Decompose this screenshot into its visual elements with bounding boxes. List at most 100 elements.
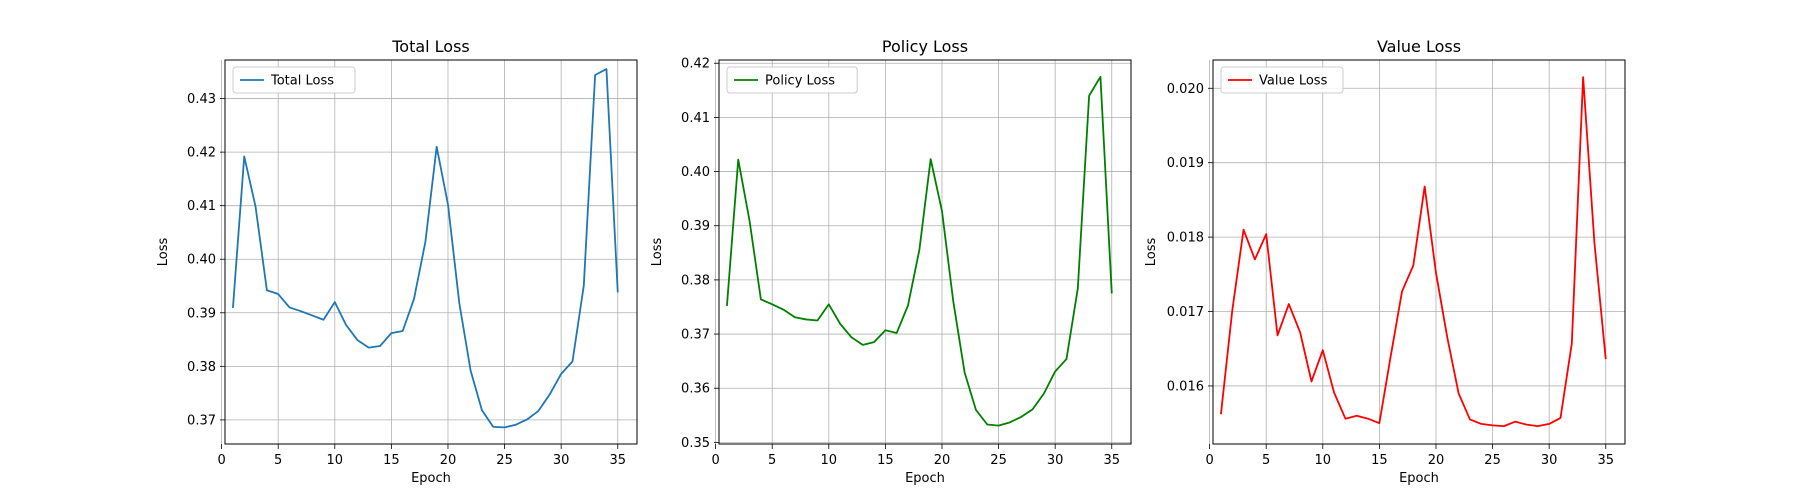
y-tick-label: 0.016: [1167, 379, 1204, 394]
data-point: [1582, 76, 1584, 78]
data-point: [1537, 425, 1539, 427]
y-tick-label: 0.43: [187, 92, 216, 107]
data-point: [975, 409, 977, 411]
y-tick-label: 0.41: [681, 111, 710, 126]
data-point: [1390, 355, 1392, 357]
data-point: [379, 345, 381, 347]
data-point: [794, 316, 796, 318]
data-point: [1265, 233, 1267, 235]
value-loss-series-line: [1220, 76, 1607, 428]
data-point: [1367, 417, 1369, 419]
x-tick-label: 5: [274, 453, 282, 468]
data-point: [816, 319, 818, 321]
x-tick-label: 15: [383, 453, 400, 468]
data-point: [1299, 331, 1301, 333]
data-point: [1043, 392, 1045, 394]
x-tick-label: 20: [1428, 453, 1445, 468]
data-point: [918, 249, 920, 251]
data-point: [277, 293, 279, 295]
y-tick-label: 0.42: [681, 57, 710, 72]
data-point: [1242, 228, 1244, 230]
y-tick-label: 0.36: [681, 382, 710, 397]
data-point: [526, 418, 528, 420]
data-point: [1593, 242, 1595, 244]
x-tick-label: 0: [217, 453, 225, 468]
data-point: [1276, 334, 1278, 336]
data-point: [1514, 420, 1516, 422]
total-loss-panel: 0 5 10 15 20 25 30 35 0.37 0.38 0.39 0.40 0.41 0.42 0.…: [156, 37, 638, 486]
data-point: [503, 426, 505, 428]
x-tick-label: 0: [1205, 453, 1213, 468]
y-tick-label: 0.37: [187, 413, 216, 428]
x-tick-label: 35: [1103, 453, 1120, 468]
data-point: [1310, 380, 1312, 382]
legend: Policy Loss: [726, 66, 858, 94]
data-point: [862, 344, 864, 346]
data-point: [1378, 422, 1380, 424]
data-point: [469, 369, 471, 371]
data-point: [583, 284, 585, 286]
y-tick-label: 0.018: [1167, 231, 1204, 246]
data-point: [435, 146, 437, 148]
data-point: [243, 155, 245, 157]
policy-loss-panel: 0 5 10 15 20 25 30 35 0.35 0.36 0.37 0.38 0.39 0.40 0.…: [650, 37, 1132, 486]
axes-frame: [1212, 59, 1626, 445]
data-point: [1020, 416, 1022, 418]
data-point: [805, 318, 807, 320]
data-point: [1031, 408, 1033, 410]
chart-title: Total Loss: [391, 37, 470, 56]
chart-title: Value Loss: [1377, 37, 1461, 56]
legend-box: [1220, 66, 1344, 94]
data-point: [1435, 272, 1437, 274]
data-point: [356, 339, 358, 341]
x-tick-label: 30: [1541, 453, 1558, 468]
data-point: [605, 68, 607, 70]
legend-box: [726, 66, 858, 94]
data-point: [1480, 423, 1482, 425]
data-point: [884, 329, 886, 331]
data-point: [1054, 370, 1056, 372]
x-tick-label: 25: [990, 453, 1007, 468]
data-point: [1412, 264, 1414, 266]
x-axis-label: Epoch: [411, 471, 451, 486]
y-tick-label: 0.40: [681, 165, 710, 180]
y-tick-label: 0.019: [1167, 156, 1204, 171]
x-tick-label: 10: [821, 453, 838, 468]
data-point: [492, 426, 494, 428]
data-point: [402, 330, 404, 332]
data-point: [850, 336, 852, 338]
data-point: [311, 314, 313, 316]
data-point: [726, 305, 728, 307]
y-tick-label: 0.40: [187, 253, 216, 268]
data-point: [617, 291, 619, 293]
data-point: [481, 409, 483, 411]
legend-label: Total Loss: [270, 74, 334, 89]
data-point: [1344, 417, 1346, 419]
data-point: [1446, 336, 1448, 338]
data-point: [1333, 391, 1335, 393]
legend: Total Loss: [232, 66, 356, 94]
data-point: [1605, 358, 1607, 360]
y-tick-label: 0.38: [187, 360, 216, 375]
y-axis-label: Loss: [650, 238, 665, 267]
data-point: [1503, 425, 1505, 427]
data-point: [1065, 358, 1067, 360]
chart-title: Policy Loss: [882, 37, 968, 56]
legend: Value Loss: [1220, 66, 1344, 94]
data-point: [760, 298, 762, 300]
data-point: [748, 220, 750, 222]
y-tick-label: 0.42: [187, 146, 216, 161]
data-point: [828, 303, 830, 305]
x-tick-label: 30: [553, 453, 570, 468]
y-axis-label: Loss: [1144, 238, 1159, 267]
x-tick-label: 5: [1262, 453, 1270, 468]
axes-frame: [718, 59, 1132, 445]
data-point: [1457, 392, 1459, 394]
x-axis-label: Epoch: [905, 471, 945, 486]
data-point: [1469, 418, 1471, 420]
policy-loss-series-line: [726, 75, 1113, 427]
data-point: [1099, 76, 1101, 78]
data-point: [929, 158, 931, 160]
axes-frame: [224, 59, 638, 445]
